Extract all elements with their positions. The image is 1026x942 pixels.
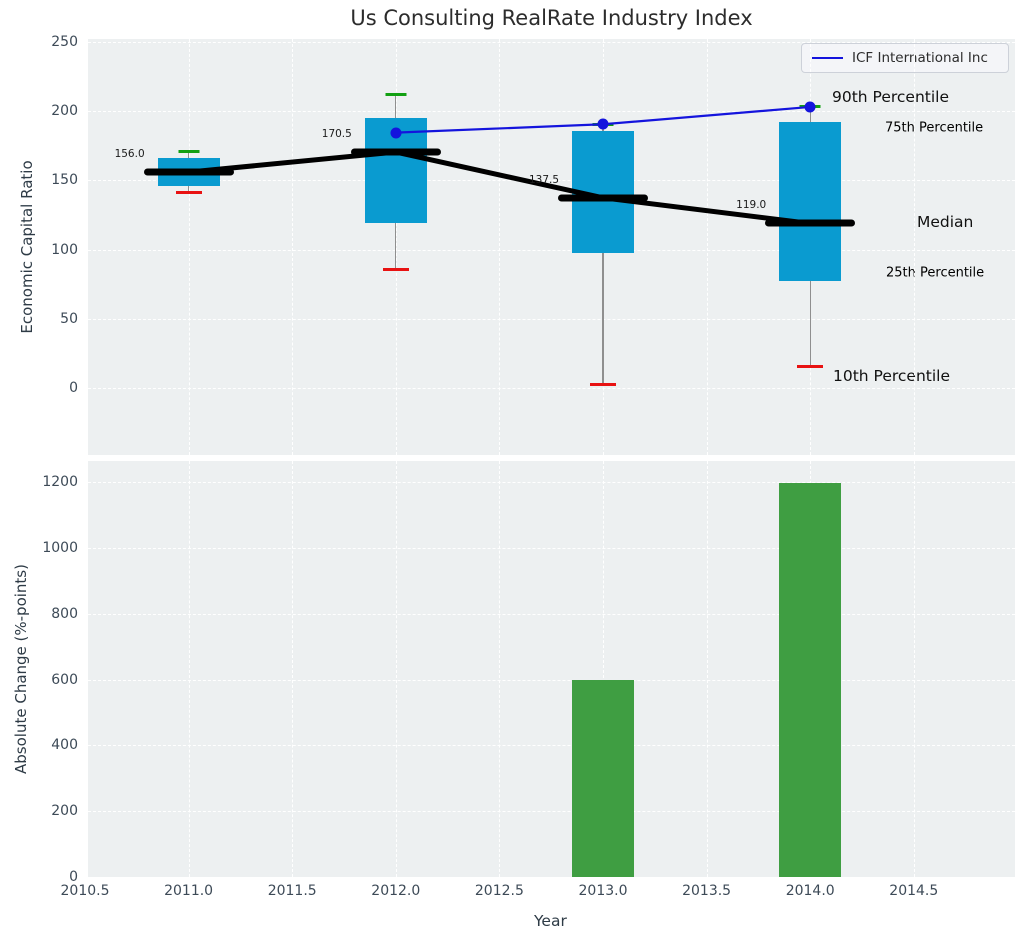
cap-10th-2013 [590, 383, 616, 387]
bar-2014 [779, 483, 842, 877]
legend-line-icon [812, 56, 843, 60]
bottom-plot-area [88, 461, 1015, 877]
label-median: Median [917, 213, 974, 231]
gridline-horizontal [88, 482, 1015, 484]
gridline-horizontal [88, 41, 1015, 43]
chart-title: Us Consulting RealRate Industry Index [350, 6, 753, 30]
cap-90th-2011 [178, 149, 200, 153]
x-tick-label: 2012.5 [474, 883, 524, 899]
median-marker-2014 [765, 219, 856, 227]
gridline-vertical [499, 461, 501, 877]
y-tick-label: 50 [60, 311, 78, 328]
label-75th-percentile: 75th Percentile [885, 120, 984, 136]
gridline-horizontal [88, 811, 1015, 813]
gridline-vertical [395, 461, 397, 877]
y-tick-label: 200 [51, 103, 78, 120]
median-marker-2013 [558, 194, 648, 202]
gridline-horizontal [88, 613, 1015, 615]
x-tick-label: 2013.5 [682, 883, 732, 899]
y-tick-label: 1000 [42, 540, 78, 557]
gridline-vertical [188, 39, 190, 455]
gridline-vertical [292, 39, 294, 455]
label-10th-percentile: 10th Percentile [833, 367, 951, 385]
median-marker-2011 [143, 168, 234, 176]
median-value-2012: 170.5 [321, 128, 352, 140]
gridline-vertical [188, 461, 190, 877]
x-tick-label: 2012.0 [371, 883, 421, 899]
x-tick-label: 2010.5 [60, 883, 110, 899]
x-tick-label: 2013.0 [578, 883, 628, 899]
y-tick-label: 600 [51, 671, 78, 688]
cap-10th-2014 [797, 364, 824, 368]
gridline-vertical [706, 461, 708, 877]
bar-2013 [572, 680, 634, 877]
gridline-horizontal [88, 388, 1015, 390]
y-tick-label: 400 [51, 737, 78, 754]
gridline-vertical [603, 461, 604, 877]
gridline-horizontal [88, 319, 1015, 321]
y-tick-label: 150 [51, 172, 78, 189]
gridline-vertical [913, 461, 915, 877]
cap-90th-2012 [385, 92, 407, 96]
gridline-horizontal [88, 679, 1015, 681]
x-tick-label: 2011.5 [267, 883, 317, 899]
gridline-vertical [292, 461, 294, 877]
gridline-horizontal [88, 745, 1015, 747]
y-tick-label: 0 [69, 380, 78, 397]
whisker-2013 [602, 124, 604, 385]
x-tick-label: 2011.0 [164, 883, 214, 899]
y-tick-label: 200 [51, 803, 78, 820]
median-value-2011: 156.0 [114, 148, 145, 161]
cap-10th-2011 [175, 191, 202, 195]
gridline-horizontal [88, 111, 1015, 113]
x-tick-label: 2014.0 [785, 883, 835, 899]
y-tick-label: 800 [51, 605, 78, 622]
y-tick-label: 1200 [42, 474, 78, 491]
gridline-vertical [913, 39, 915, 455]
cap-10th-2012 [382, 267, 409, 271]
gridline-vertical [499, 39, 501, 455]
gridline-horizontal [88, 249, 1015, 251]
median-value-2013: 137.5 [528, 173, 560, 186]
median-marker-2012 [350, 148, 441, 156]
gridline-vertical [706, 39, 708, 455]
x-axis-label: Year [534, 912, 567, 930]
icf-point-2014 [804, 101, 816, 113]
icf-point-2012 [390, 127, 402, 139]
legend: ICF International Inc [801, 43, 1009, 73]
label-90th-percentile: 90th Percentile [832, 88, 950, 106]
box-2013 [572, 131, 634, 253]
icf-point-2013 [597, 118, 609, 130]
box-2014 [779, 122, 842, 281]
label-25th-percentile: 25th Percentile [886, 265, 985, 281]
legend-label: ICF International Inc [852, 50, 988, 66]
x-tick-label: 2014.5 [889, 883, 939, 899]
median-value-2014: 119.0 [736, 199, 767, 212]
gridline-horizontal [88, 548, 1015, 550]
y-tick-label: 250 [51, 33, 78, 50]
y-tick-label: 0 [69, 869, 78, 885]
y-tick-label: 100 [51, 241, 78, 258]
